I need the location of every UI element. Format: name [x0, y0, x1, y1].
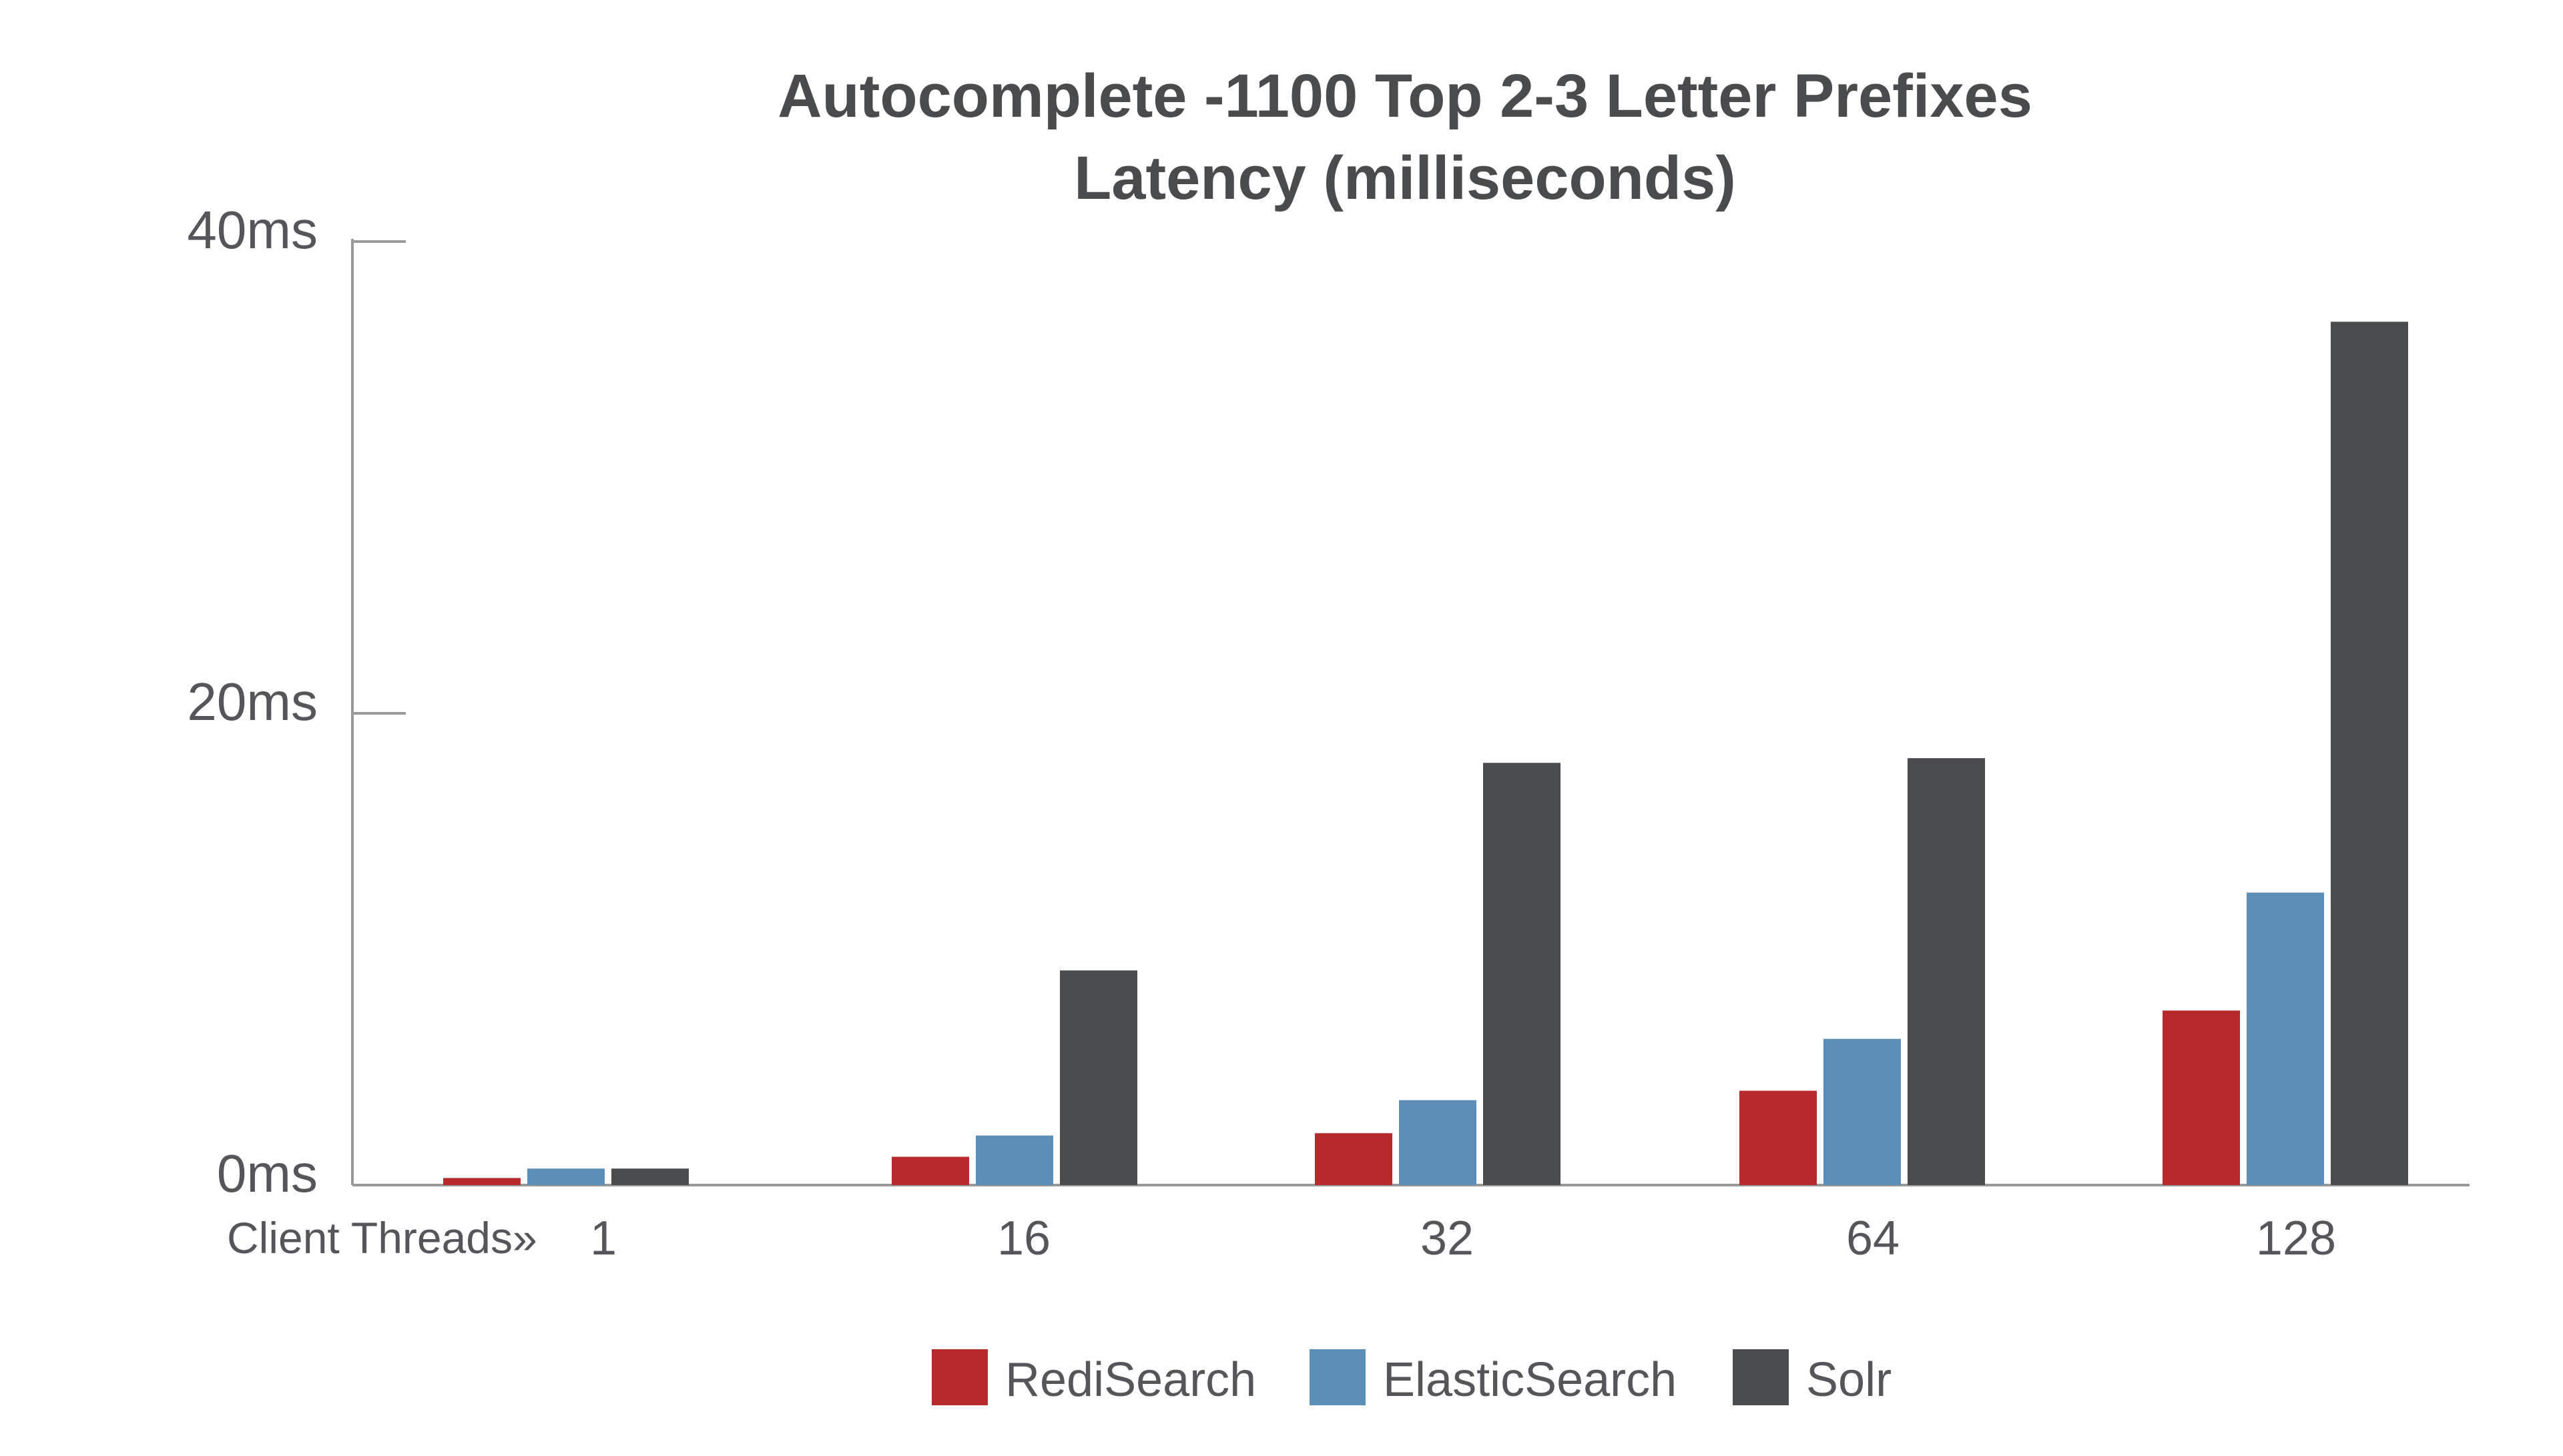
x-tick-label: 16	[997, 1212, 1051, 1265]
x-axis-title: Client Threads»	[227, 1213, 537, 1262]
bar-solr-1	[611, 1168, 689, 1185]
bar-solr-128	[2331, 322, 2408, 1186]
x-tick-labels: 1 16 32 64 128	[590, 1212, 2336, 1265]
bar-redisearch-128	[2163, 1010, 2240, 1185]
x-tick-label: 128	[2256, 1212, 2336, 1265]
bar-elasticsearch-128	[2247, 892, 2324, 1185]
bars	[443, 322, 2408, 1186]
bar-elasticsearch-16	[976, 1135, 1053, 1185]
chart-title-line-2: Latency (milliseconds)	[1074, 144, 1736, 212]
legend-swatch-elasticsearch	[1310, 1349, 1366, 1405]
x-tick-label: 32	[1420, 1212, 1474, 1265]
bar-redisearch-32	[1315, 1133, 1392, 1185]
chart-title: Autocomplete -1100 Top 2-3 Letter Prefix…	[778, 62, 2032, 212]
bar-redisearch-64	[1739, 1090, 1817, 1185]
bar-solr-32	[1483, 763, 1560, 1185]
legend-swatch-redisearch	[932, 1349, 988, 1405]
bar-elasticsearch-1	[527, 1168, 605, 1185]
y-tick-label: 20ms	[187, 672, 318, 731]
legend-label-redisearch: RediSearch	[1005, 1353, 1256, 1407]
y-tick-label: 0ms	[217, 1144, 318, 1203]
legend-swatch-solr	[1733, 1349, 1789, 1405]
legend-label-elasticsearch: ElasticSearch	[1383, 1353, 1677, 1407]
bar-redisearch-16	[892, 1156, 969, 1185]
axes: 0ms 20ms 40ms	[187, 200, 2470, 1203]
bar-solr-64	[1908, 758, 1985, 1185]
legend: RediSearch ElasticSearch Solr	[932, 1349, 1892, 1407]
legend-label-solr: Solr	[1806, 1353, 1892, 1407]
bar-elasticsearch-32	[1399, 1100, 1476, 1185]
x-tick-label: 64	[1846, 1212, 1900, 1265]
bar-solr-16	[1060, 970, 1137, 1185]
bar-redisearch-1	[443, 1178, 521, 1185]
y-tick-label: 40ms	[187, 200, 318, 260]
chart-title-line-1: Autocomplete -1100 Top 2-3 Letter Prefix…	[778, 62, 2032, 130]
bar-elasticsearch-64	[1823, 1038, 1901, 1185]
x-tick-label: 1	[590, 1212, 617, 1265]
